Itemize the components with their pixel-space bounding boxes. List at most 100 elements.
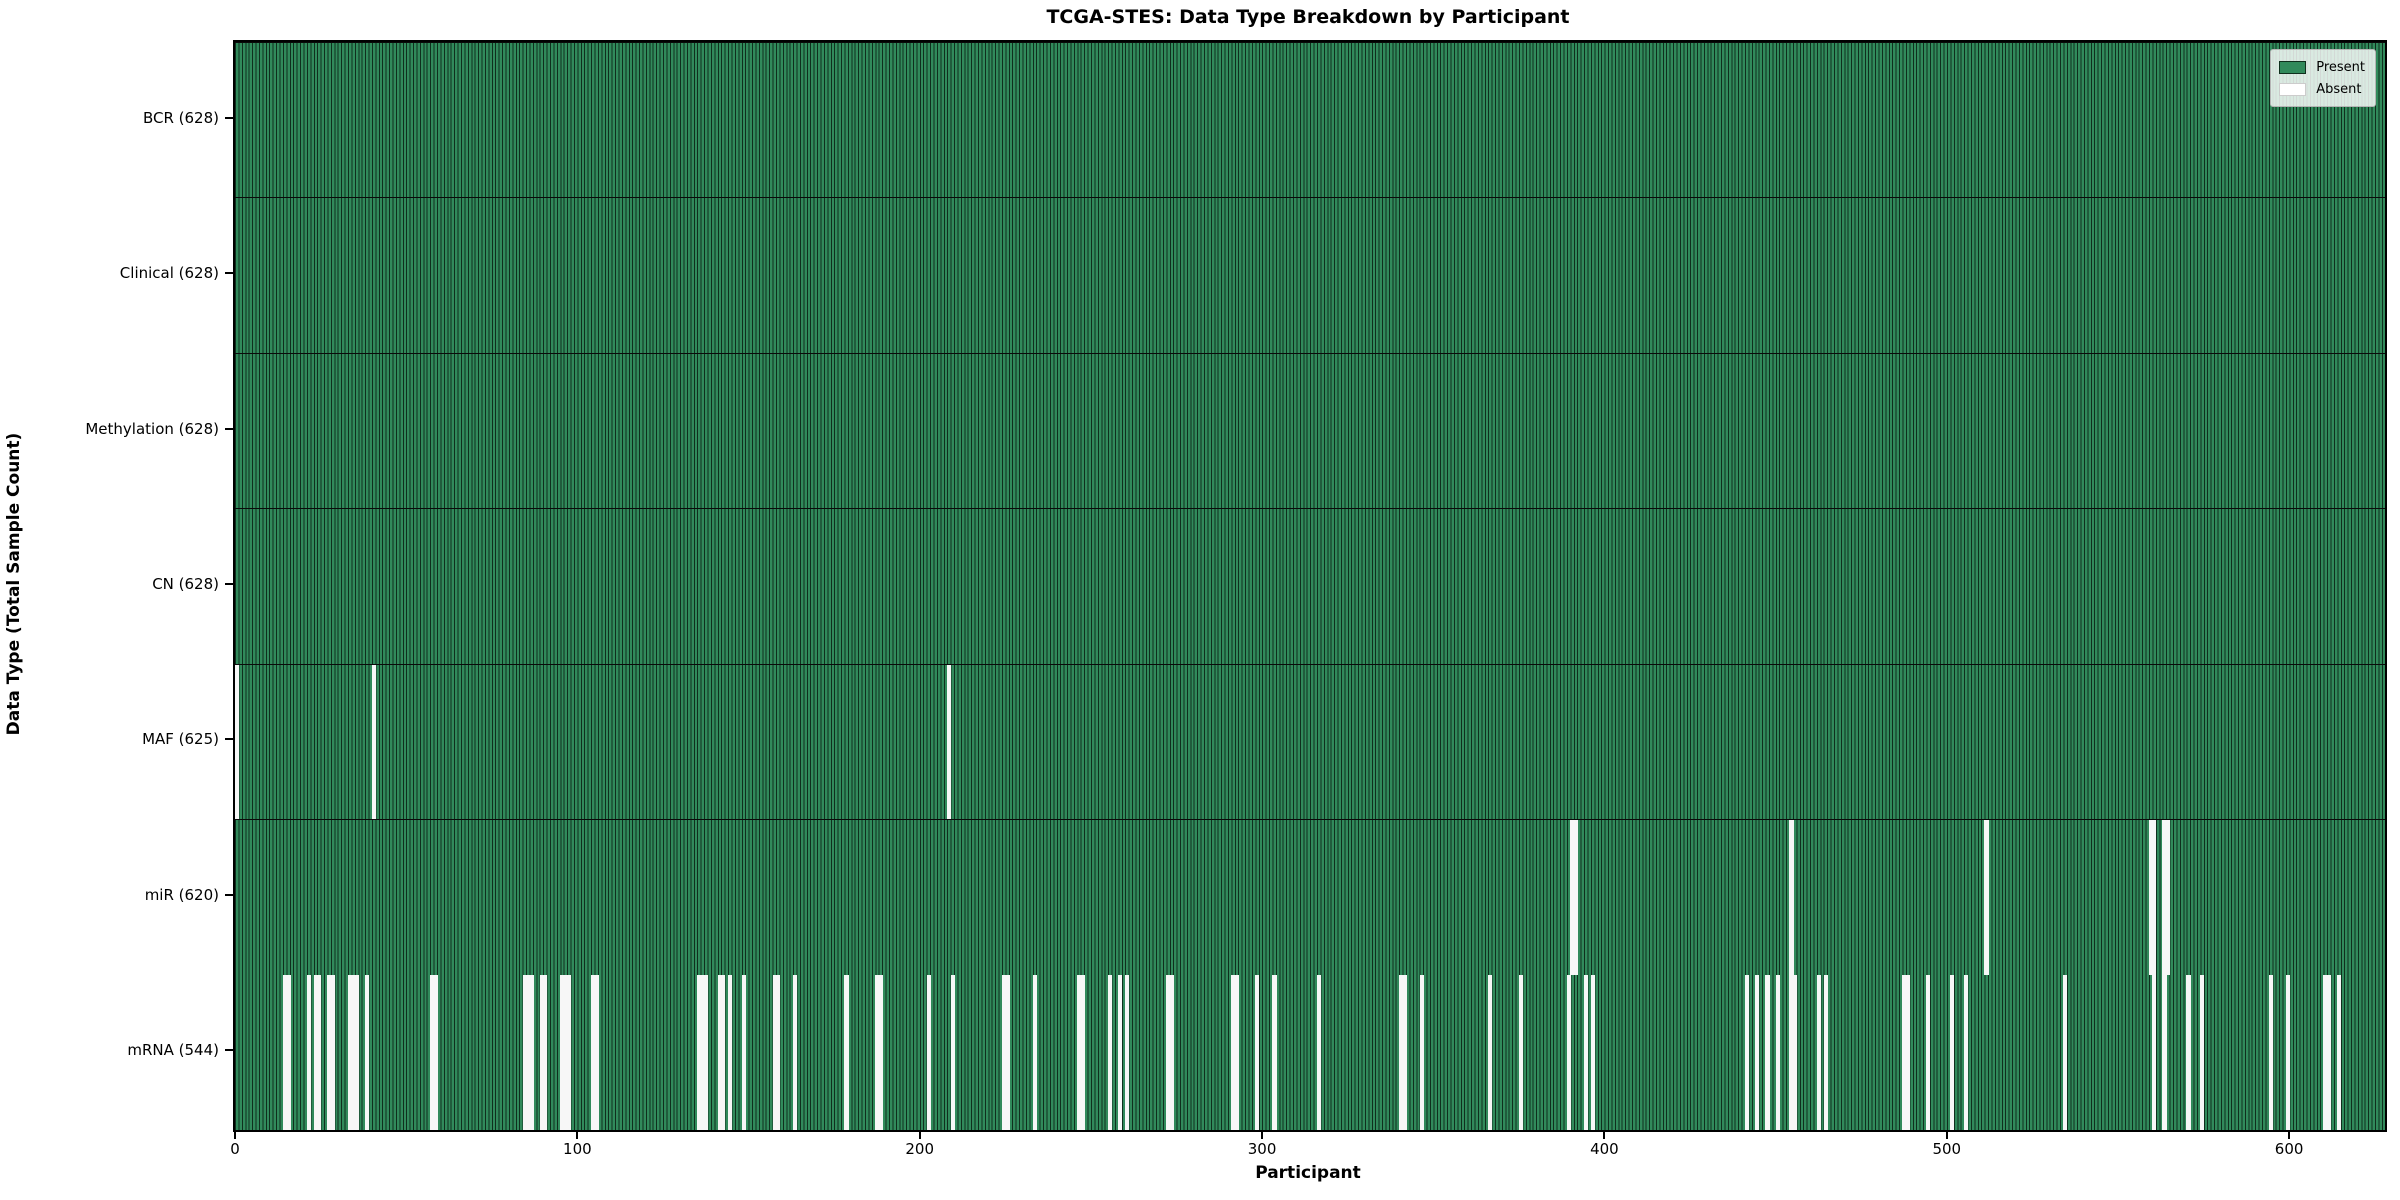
legend: Present Absent (2270, 49, 2376, 107)
absent-mark (235, 664, 240, 820)
chart-title: TCGA-STES: Data Type Breakdown by Partic… (1046, 6, 1570, 28)
absent-mark (282, 974, 288, 1130)
absent-mark (1001, 974, 1007, 1130)
absent-mark (330, 974, 336, 1130)
x-tick-mark (918, 1130, 921, 1139)
absent-mark (727, 974, 733, 1130)
present-swatch-icon (2279, 60, 2307, 74)
absent-mark (522, 974, 527, 1130)
absent-mark (1234, 974, 1239, 1130)
absent-mark (365, 974, 370, 1130)
y-tick-label-BCR: BCR (628) (142, 108, 219, 127)
absent-mark (1080, 974, 1085, 1130)
absent-mark (2162, 820, 2167, 975)
absent-mark (1077, 974, 1082, 1130)
row-CN (235, 508, 2385, 664)
y-tick-mark (225, 583, 233, 585)
absent-mark (1816, 974, 1821, 1130)
absent-mark (2186, 974, 2191, 1130)
absent-mark (591, 974, 596, 1130)
absent-mark (543, 974, 548, 1130)
absent-mark (594, 974, 599, 1130)
absent-mark (1316, 974, 1322, 1130)
legend-absent-label: Absent (2316, 81, 2362, 97)
absent-mark (741, 974, 746, 1130)
absent-mark (704, 974, 709, 1130)
absent-mark (1169, 974, 1174, 1130)
absent-mark (1573, 820, 1578, 975)
absent-mark (775, 974, 781, 1130)
absent-mark (2323, 974, 2328, 1130)
x-tick-mark (1945, 1130, 1948, 1139)
y-tick-label-CN: CN (628) (152, 575, 219, 593)
absent-mark (351, 974, 356, 1130)
absent-mark (2200, 974, 2205, 1130)
y-tick-label-miR: miR (620) (144, 885, 219, 904)
x-axis-label: Participant (1255, 1163, 1361, 1183)
absent-mark (1108, 974, 1113, 1130)
absent-mark (317, 974, 322, 1130)
y-tick-mark (225, 738, 233, 741)
absent-mark (2337, 974, 2342, 1130)
absent-mark (430, 974, 435, 1130)
row-Methylation (235, 352, 2385, 509)
absent-mark (567, 974, 572, 1130)
x-tick-label: 200 (905, 1140, 935, 1158)
absent-mark (1789, 820, 1794, 975)
absent-mark (1399, 974, 1404, 1130)
absent-mark (2063, 974, 2068, 1130)
x-tick-label: 300 (1247, 1140, 1277, 1158)
x-tick-label: 100 (563, 1140, 592, 1158)
absent-mark (1231, 974, 1236, 1130)
absent-mark (926, 974, 931, 1130)
row-miR (235, 819, 2385, 975)
x-tick-label: 0 (230, 1140, 240, 1158)
legend-present-label: Present (2316, 59, 2365, 75)
absent-mark (1905, 974, 1910, 1130)
x-tick-label: 500 (1932, 1140, 1962, 1158)
absent-mark (772, 974, 777, 1130)
absent-mark (1005, 974, 1010, 1130)
x-tick-label: 600 (2274, 1140, 2304, 1158)
legend-item-present: Present (2279, 56, 2365, 78)
y-tick-label-Methylation: Methylation (628) (85, 419, 219, 438)
absent-mark (560, 974, 565, 1130)
row-Clinical (235, 197, 2385, 353)
absent-mark (700, 974, 705, 1130)
absent-mark (2152, 974, 2157, 1130)
absent-mark (2268, 974, 2273, 1130)
absent-mark (526, 974, 531, 1130)
absent-mark (844, 974, 849, 1130)
absent-mark (2326, 974, 2332, 1130)
legend-item-absent: Absent (2279, 78, 2365, 100)
row-MAF (235, 663, 2385, 820)
x-tick-mark (234, 1130, 236, 1139)
absent-mark (1755, 974, 1760, 1130)
absent-mark (1789, 974, 1794, 1130)
absent-mark (1166, 974, 1171, 1130)
absent-mark (1902, 974, 1907, 1130)
y-tick-mark (225, 272, 233, 275)
absent-mark (313, 974, 318, 1130)
y-tick-mark (225, 116, 233, 119)
plot-area: Present Absent (233, 40, 2387, 1132)
y-tick-mark (225, 893, 233, 896)
absent-mark (1570, 820, 1575, 975)
absent-mark (875, 974, 880, 1130)
absent-mark (1775, 974, 1780, 1130)
absent-mark (1792, 974, 1797, 1130)
x-tick-label: 400 (1590, 1140, 1619, 1158)
absent-mark (1125, 974, 1130, 1130)
absent-mark (717, 974, 722, 1130)
x-tick-mark (1261, 1130, 1264, 1139)
absent-mark (947, 664, 952, 820)
absent-mark (1583, 974, 1589, 1130)
absent-mark (721, 974, 726, 1130)
absent-mark (2148, 820, 2153, 975)
absent-swatch-icon (2279, 82, 2307, 96)
absent-mark (1765, 974, 1770, 1130)
y-tick-label-Clinical: Clinical (628) (119, 264, 219, 283)
row-BCR (235, 42, 2385, 198)
absent-mark (1118, 974, 1123, 1130)
absent-mark (1255, 974, 1260, 1130)
